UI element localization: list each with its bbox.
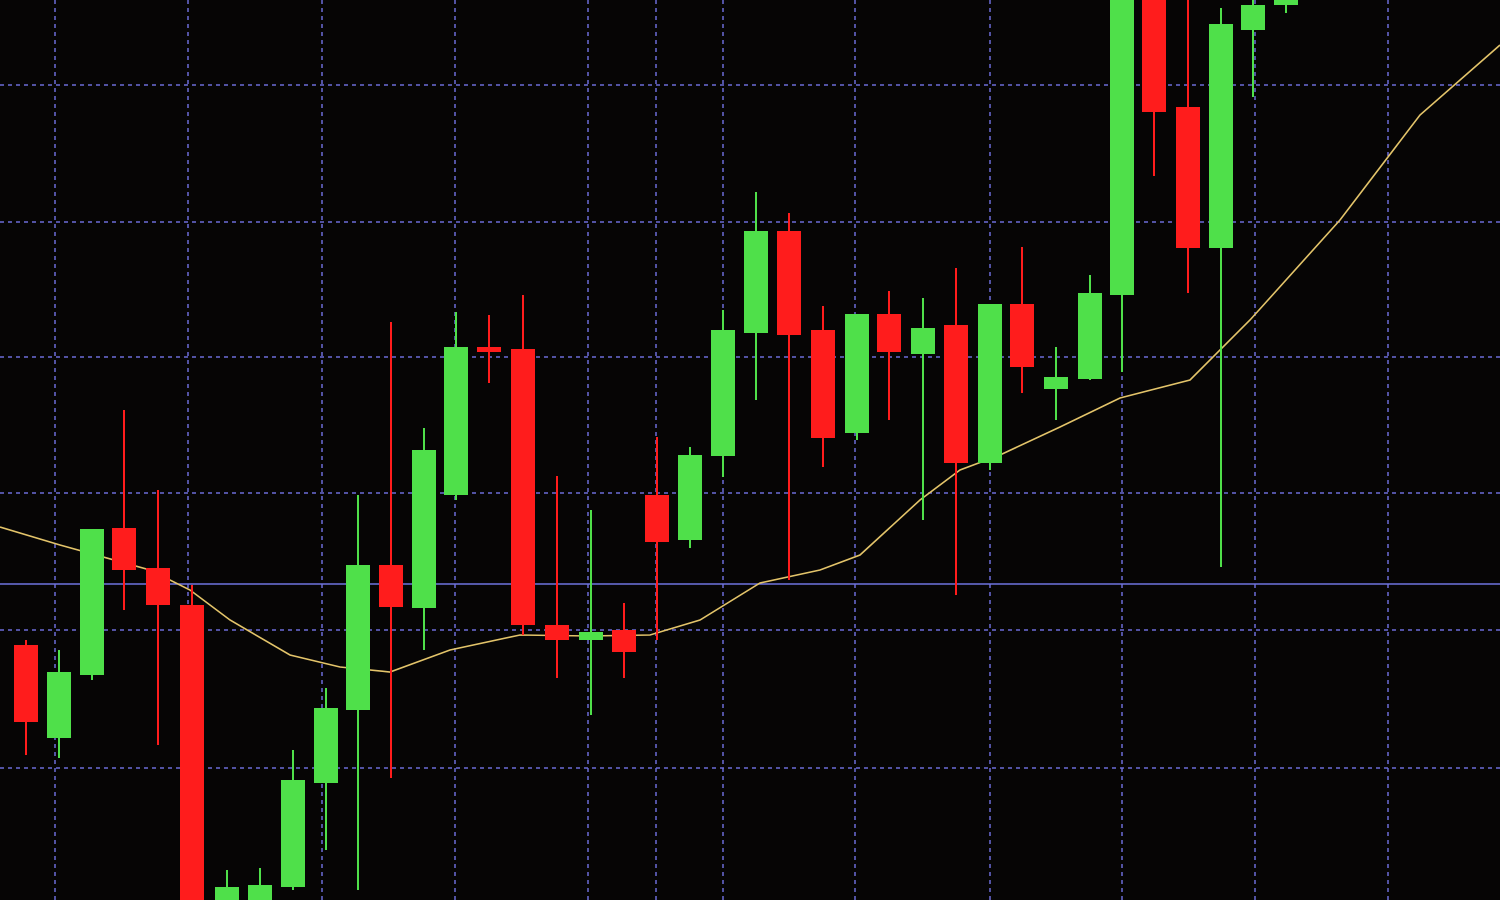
candle-body	[1078, 293, 1102, 379]
candle-body	[811, 330, 835, 438]
candle-body	[1142, 0, 1166, 112]
candle-body	[379, 565, 403, 607]
candle-body	[314, 708, 338, 783]
candle-body	[146, 568, 170, 605]
candle-body	[477, 347, 501, 352]
candle-body	[777, 231, 801, 335]
candle-body	[14, 645, 38, 722]
candle-body	[744, 231, 768, 333]
candle-body	[1241, 5, 1265, 30]
candle-body	[1209, 24, 1233, 248]
moving-average	[0, 44, 1500, 673]
candle-body	[978, 304, 1002, 463]
candle-body	[180, 605, 204, 900]
candle-body	[944, 325, 968, 463]
candle-body	[346, 565, 370, 710]
candle-body	[248, 885, 272, 900]
candle-body	[612, 630, 636, 652]
candle-body	[281, 780, 305, 887]
candle-body	[412, 450, 436, 608]
candle-body	[1044, 377, 1068, 389]
candle-body	[1274, 0, 1298, 5]
candle-body	[711, 330, 735, 456]
candle-body	[1010, 304, 1034, 367]
candle-body	[911, 328, 935, 354]
candle-body	[112, 528, 136, 570]
candle-body	[579, 632, 603, 640]
candle-body	[645, 495, 669, 542]
candle-body	[511, 349, 535, 625]
candle-body	[47, 672, 71, 738]
candle-body	[1176, 107, 1200, 248]
candle-body	[444, 347, 468, 495]
candle-body	[877, 314, 901, 352]
candle-body	[1110, 0, 1134, 295]
candle-body	[678, 455, 702, 540]
candle-body	[80, 529, 104, 675]
candle-body	[215, 887, 239, 900]
candle-body	[845, 314, 869, 433]
candle-body	[545, 625, 569, 640]
